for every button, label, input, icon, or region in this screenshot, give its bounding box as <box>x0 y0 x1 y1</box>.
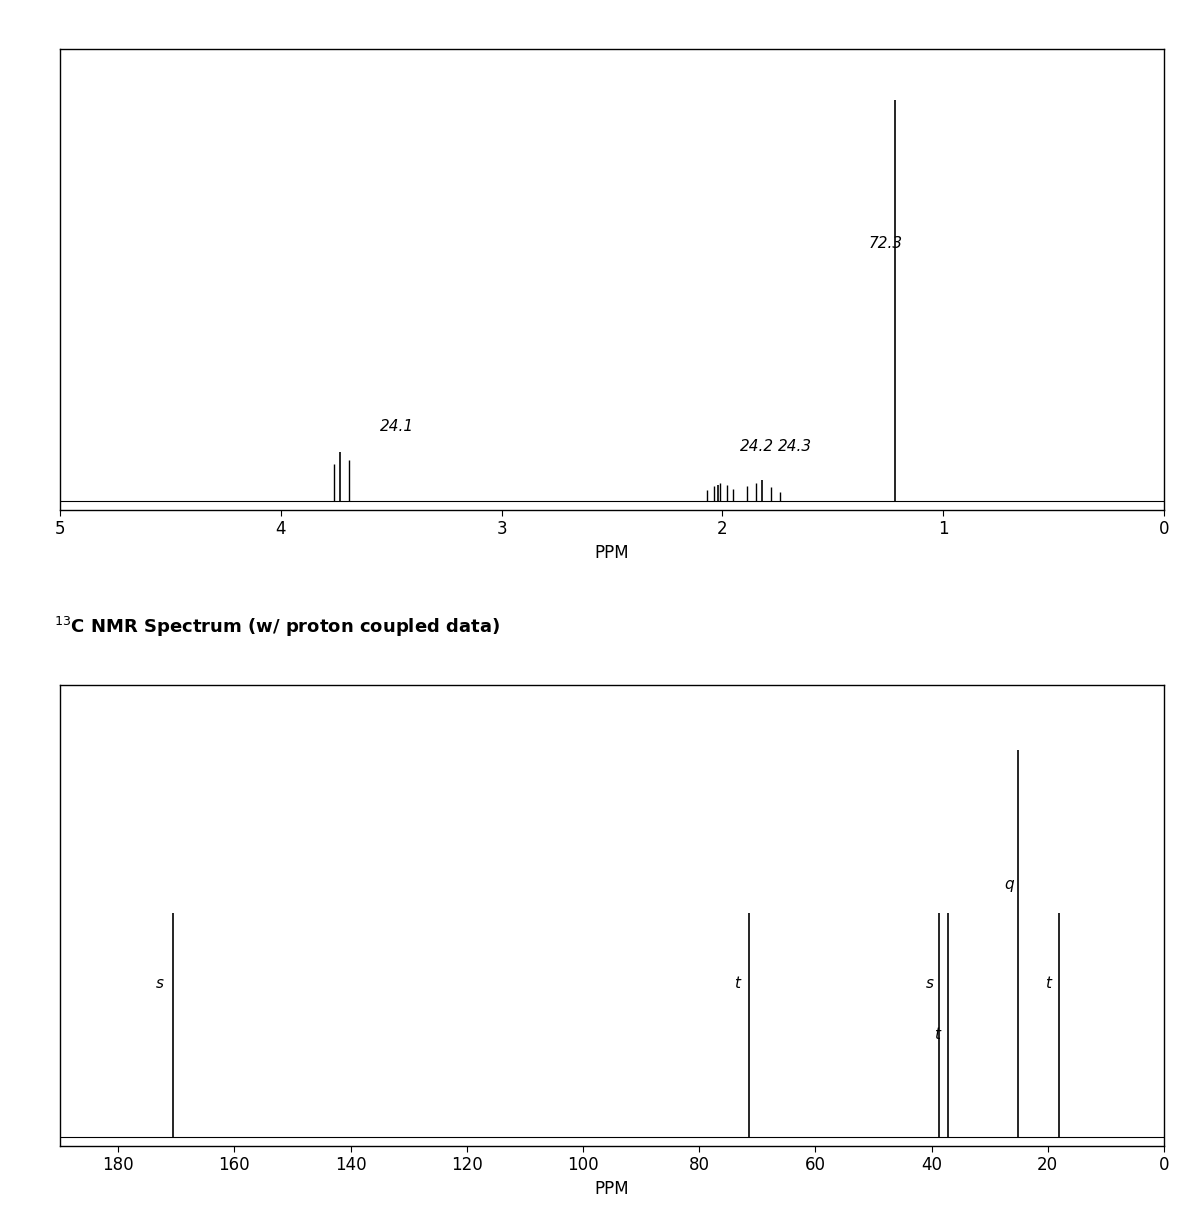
Text: t: t <box>1045 975 1051 991</box>
Text: s: s <box>156 975 164 991</box>
Text: s: s <box>925 975 934 991</box>
X-axis label: PPM: PPM <box>595 1180 629 1198</box>
Text: $^{13}$C NMR Spectrum (w/ proton coupled data): $^{13}$C NMR Spectrum (w/ proton coupled… <box>54 614 500 639</box>
Text: 24.1: 24.1 <box>380 419 414 434</box>
Text: 24.2: 24.2 <box>740 439 774 453</box>
Text: 72.3: 72.3 <box>868 236 902 251</box>
X-axis label: PPM: PPM <box>595 544 629 562</box>
Text: 24.3: 24.3 <box>778 439 811 453</box>
Text: q: q <box>1004 876 1014 891</box>
Text: t: t <box>734 975 740 991</box>
Text: t: t <box>935 1028 941 1042</box>
Text: $^{1}$H NMR Spectrum: $^{1}$H NMR Spectrum <box>54 0 236 2</box>
